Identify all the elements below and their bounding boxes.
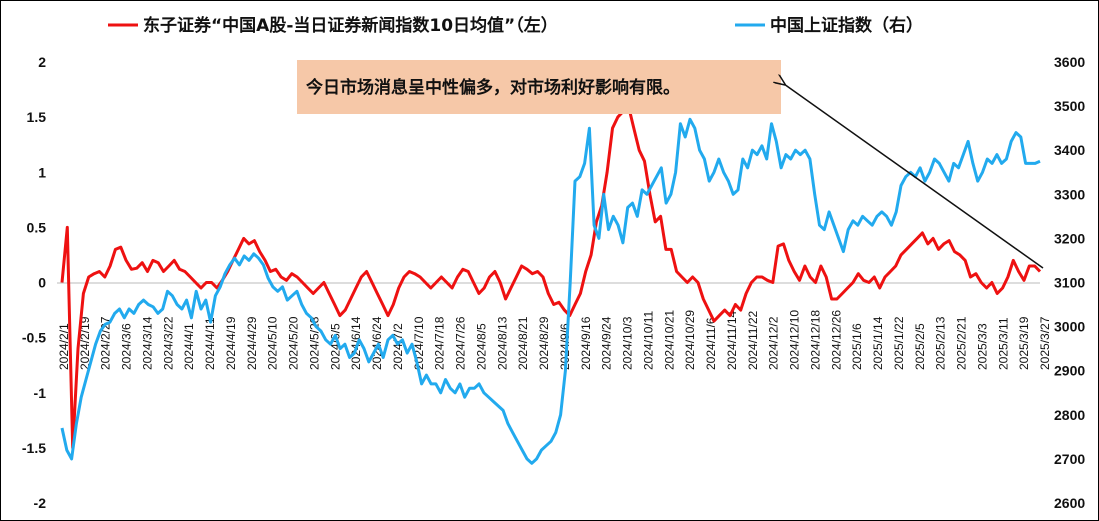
annotation: 今日市场消息呈中性偏多，对市场利好影响有限。 xyxy=(297,60,781,114)
legend-label-right: 中国上证指数（右） xyxy=(770,15,923,36)
x-tick-label: 2024/11/6 xyxy=(704,317,718,370)
y-axis-left: -2 -1.5 -1 -0.5 0 0.5 1 1.5 2 xyxy=(22,54,46,511)
annotation-text: 今日市场消息呈中性偏多，对市场利好影响有限。 xyxy=(306,77,680,98)
y-left-tick-label: 1.5 xyxy=(27,109,47,125)
x-tick-label: 2025/1/6 xyxy=(850,323,864,370)
x-tick-label: 2024/4/29 xyxy=(245,316,259,370)
x-tick-label: 2024/12/18 xyxy=(808,310,822,370)
y-right-tick-label: 3200 xyxy=(1054,230,1085,246)
y-right-tick-label: 2800 xyxy=(1054,407,1085,423)
x-tick-label: 2024/10/29 xyxy=(683,310,697,370)
series-group xyxy=(60,104,1042,465)
x-tick-label: 2024/9/16 xyxy=(579,316,593,370)
y-left-tick-label: -1.5 xyxy=(22,440,46,456)
x-tick-label: 2024/8/21 xyxy=(516,316,530,370)
x-tick-label: 2024/5/20 xyxy=(287,316,301,370)
x-tick-label: 2024/12/26 xyxy=(829,310,843,370)
y-right-tick-label: 3400 xyxy=(1054,142,1085,158)
y-right-tick-label: 3000 xyxy=(1054,319,1085,335)
x-tick-label: 2024/4/11 xyxy=(203,317,217,370)
x-tick-label: 2025/3/3 xyxy=(975,323,989,370)
legend-label-left: 东子证券“中国A股-当日证券新闻指数10日均值”（左） xyxy=(143,15,558,36)
x-tick-label: 2024/7/10 xyxy=(412,316,426,370)
x-tick-label: 2024/7/18 xyxy=(433,316,447,370)
x-tick-label: 2024/8/5 xyxy=(474,323,488,370)
x-tick-label: 2025/3/27 xyxy=(1038,316,1052,370)
y-left-tick-label: -0.5 xyxy=(22,330,46,346)
x-tick-label: 2024/10/3 xyxy=(621,316,635,370)
x-tick-label: 2024/2/19 xyxy=(78,316,92,370)
x-tick-label: 2024/4/1 xyxy=(182,323,196,370)
x-tick-label: 2025/3/11 xyxy=(996,317,1010,370)
y-left-tick-label: -2 xyxy=(34,495,47,511)
x-tick-label: 2024/4/19 xyxy=(224,316,238,370)
y-right-tick-label: 2700 xyxy=(1054,451,1085,467)
x-tick-label: 2024/6/24 xyxy=(370,316,384,370)
y-right-tick-label: 3300 xyxy=(1054,186,1085,202)
x-tick-label: 2024/5/10 xyxy=(266,316,280,370)
x-tick-label: 2024/3/14 xyxy=(140,316,154,370)
y-left-tick-label: 0.5 xyxy=(27,219,47,235)
y-left-tick-label: 1 xyxy=(38,164,46,180)
x-tick-label: 2024/10/11 xyxy=(641,311,655,370)
annotation-arrow xyxy=(784,84,1044,269)
y-axis-right: 2600 2700 2800 2900 3000 3100 3200 3300 3400 3500… xyxy=(1054,54,1085,511)
x-tick-label: 2024/9/24 xyxy=(600,316,614,370)
x-tick-label: 2024/12/10 xyxy=(788,310,802,370)
x-tick-label: 2024/6/5 xyxy=(328,323,342,370)
x-tick-label: 2025/2/5 xyxy=(913,323,927,370)
y-right-tick-label: 3100 xyxy=(1054,275,1085,291)
y-right-tick-label: 2900 xyxy=(1054,363,1085,379)
x-tick-label: 2024/3/22 xyxy=(161,316,175,370)
annotation-box xyxy=(297,60,781,114)
x-tick-label: 2025/2/13 xyxy=(934,316,948,370)
news-index-line xyxy=(60,104,1042,450)
y-right-tick-label: 2600 xyxy=(1054,495,1085,511)
x-axis: 2024/2/1 2024/2/19 2024/2/27 2024/3/6 2024/3… xyxy=(57,310,1052,370)
x-tick-label: 2024/7/26 xyxy=(454,316,468,370)
x-tick-label: 2024/7/2 xyxy=(391,323,405,370)
y-left-tick-label: 0 xyxy=(38,275,46,291)
x-tick-label: 2024/10/21 xyxy=(662,310,676,370)
x-tick-label: 2025/1/22 xyxy=(892,316,906,370)
x-tick-label: 2024/2/1 xyxy=(57,323,71,370)
x-tick-label: 2025/3/19 xyxy=(1017,316,1031,370)
y-right-tick-label: 3600 xyxy=(1054,54,1085,70)
legend: 东子证券“中国A股-当日证券新闻指数10日均值”（左） 中国上证指数（右） xyxy=(108,15,923,36)
x-tick-label: 2024/12/2 xyxy=(767,316,781,370)
shanghai-index-line xyxy=(60,117,1041,465)
x-tick-label: 2024/11/22 xyxy=(746,311,760,370)
x-tick-label: 2025/1/14 xyxy=(871,316,885,370)
y-right-tick-label: 3500 xyxy=(1054,98,1085,114)
y-left-tick-label: -1 xyxy=(34,385,47,401)
x-tick-label: 2025/2/21 xyxy=(955,316,969,370)
x-tick-label: 2024/8/29 xyxy=(537,316,551,370)
x-tick-label: 2024/3/6 xyxy=(120,323,134,370)
x-tick-label: 2024/8/13 xyxy=(495,316,509,370)
y-left-tick-label: 2 xyxy=(38,54,46,70)
x-tick-label: 2024/11/14 xyxy=(725,311,739,370)
